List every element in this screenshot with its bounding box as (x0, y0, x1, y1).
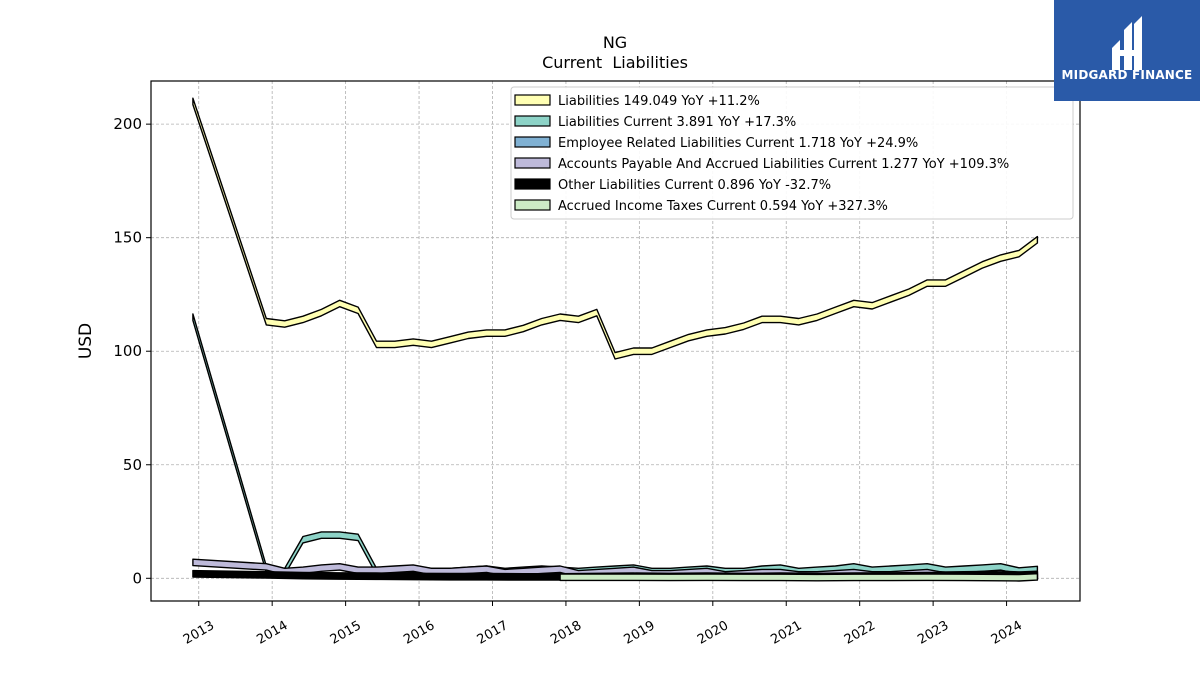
plot-frame (150, 80, 1081, 602)
x-tick-label: 2013 (181, 618, 217, 648)
brand-mark-icon (1112, 16, 1142, 70)
legend-swatch-0 (514, 94, 551, 106)
x-tick-label: 2019 (622, 618, 658, 648)
legend-swatch-4 (514, 178, 551, 190)
brand-name: MIDGARD FINANCE (1061, 68, 1193, 82)
legend-label-3: Accounts Payable And Accrued Liabilities… (558, 157, 1009, 172)
x-tick-label: 2018 (548, 618, 584, 648)
brand-logo: MIDGARD FINANCE (1054, 0, 1200, 101)
legend-label-0: Liabilities 149.049 YoY +11.2% (558, 94, 760, 109)
x-tick-label: 2021 (768, 618, 804, 648)
x-tick-label: 2023 (915, 618, 951, 648)
x-tick-label: 2014 (254, 618, 290, 648)
series-area-5 (559, 573, 1039, 582)
legend-swatch-5 (514, 199, 551, 211)
legend-label-1: Liabilities Current 3.891 YoY +17.3% (558, 115, 796, 130)
x-tick-label: 2016 (401, 618, 437, 648)
legend-swatch-2 (514, 136, 551, 148)
x-tick-label: 2017 (475, 618, 511, 648)
x-tick-label: 2015 (328, 618, 364, 648)
x-tick-label: 2020 (695, 618, 731, 648)
chart-title: NG (603, 33, 627, 52)
y-axis-label: USD (76, 323, 96, 359)
y-tick-label: 150 (113, 229, 142, 247)
legend-frame (510, 86, 1074, 220)
series-areas (192, 97, 1039, 582)
chart-subtitle: Current Liabilities (542, 53, 688, 72)
y-tick-label: 50 (123, 456, 142, 474)
legend-swatch-3 (514, 157, 551, 169)
x-tick-label: 2022 (842, 618, 878, 648)
legend-swatch-1 (514, 115, 551, 127)
series-area-0 (192, 97, 1039, 360)
y-tick-label: 100 (113, 342, 142, 360)
legend-label-4: Other Liabilities Current 0.896 YoY -32.… (558, 178, 831, 193)
x-tick-label: 2024 (989, 618, 1025, 648)
legend-label-5: Accrued Income Taxes Current 0.594 YoY +… (558, 199, 888, 214)
y-tick-label: 0 (132, 569, 142, 587)
y-tick-label: 200 (113, 115, 142, 133)
legend-label-2: Employee Related Liabilities Current 1.7… (558, 136, 918, 151)
legend: Liabilities 149.049 YoY +11.2% Liabilitie… (510, 86, 1074, 220)
